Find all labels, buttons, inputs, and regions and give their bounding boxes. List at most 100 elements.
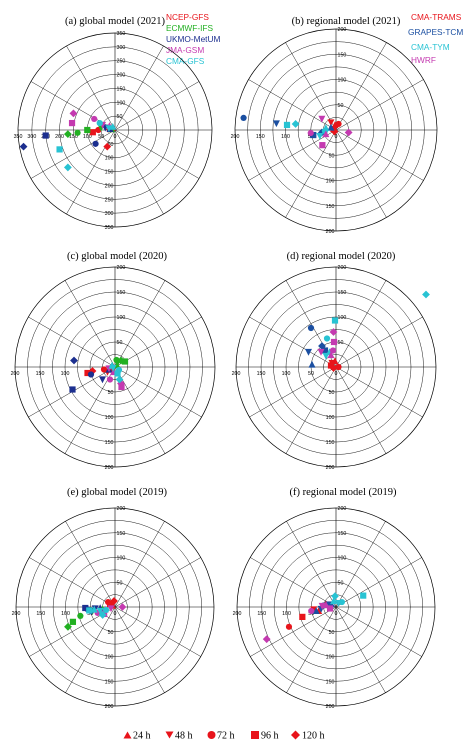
- y-tick-label-down: 300: [105, 211, 114, 217]
- panel-e-title: (e) global model (2019): [67, 487, 168, 498]
- data-point-grapes-tcm-24h: [327, 123, 335, 131]
- data-point-jma-gsm-120h: [117, 379, 125, 388]
- x-tick-label: 150: [256, 134, 265, 140]
- data-point-grapes-tcm-72h: [240, 114, 247, 121]
- legend-triangle-marker: [123, 731, 132, 739]
- y-tick-label-down: 50: [329, 630, 335, 636]
- data-point-grapes-tcm-96h: [325, 601, 332, 608]
- x-tick-label: 200: [55, 134, 64, 140]
- legend-item-cma-gfs: CMA-GFS: [166, 56, 205, 66]
- y-tick-label-up: 50: [117, 340, 123, 346]
- panel-d-title: (d) regional model (2020): [287, 251, 396, 262]
- y-tick-label-down: 100: [326, 179, 335, 185]
- x-tick-label: 100: [282, 611, 291, 617]
- x-tick-label: 150: [36, 371, 45, 377]
- data-point-cma-trams-72h: [335, 363, 342, 371]
- legend-regional: CMA-TRAMS GRAPES-TCM CMA-TYM HWRF: [408, 12, 463, 65]
- x-tick-label: 50: [308, 371, 314, 377]
- data-point-ukmo-metum-72h: [92, 140, 99, 147]
- y-tick-label-up: 150: [338, 290, 347, 296]
- y-tick-label-up: 200: [117, 265, 126, 271]
- data-point-hwrf-48h: [317, 348, 325, 356]
- data-point-hwrf-120h: [344, 128, 353, 137]
- y-tick-label-down: 150: [105, 170, 114, 176]
- data-point-cma-gfs-48h: [109, 364, 117, 372]
- y-tick-label-down: 100: [326, 655, 335, 661]
- data-point-ukmo-metum-96h: [69, 386, 76, 393]
- data-point-cma-gfs-120h: [115, 375, 124, 384]
- data-point-ukmo-metum-96h: [42, 132, 49, 139]
- data-point-cma-gfs-120h: [98, 611, 107, 619]
- data-point-ecmwf-ifs-96h: [69, 618, 77, 625]
- y-tick-label-down: 150: [105, 440, 114, 446]
- x-tick-label: 100: [83, 134, 92, 140]
- legend-global: NCEP-GFS ECMWF-IFS UKMO-MetUM JMA-GSM CM…: [166, 12, 220, 66]
- data-point-cma-trams-72h: [335, 120, 342, 128]
- data-point-hwrf-72h: [329, 347, 337, 354]
- y-tick-label-up: 100: [338, 315, 347, 321]
- y-tick-label-up: 100: [117, 315, 126, 321]
- y-tick-label-up: 100: [117, 100, 126, 106]
- data-point-jma-gsm-120h: [118, 603, 127, 611]
- legend-item-cma-trams: CMA-TRAMS: [411, 12, 462, 22]
- y-tick-label-down: 50: [329, 390, 335, 396]
- legend-label-120h: 120 h: [302, 731, 325, 742]
- data-point-cma-gfs-72h: [102, 606, 110, 614]
- data-point-cma-tym-72h: [323, 335, 331, 342]
- data-point-cma-trams-120h: [329, 364, 338, 372]
- x-tick-label: 150: [257, 371, 266, 377]
- panel-f-title: (f) regional model (2019): [289, 487, 397, 498]
- y-tick-label-down: 150: [326, 204, 335, 210]
- y-tick-label-down: 200: [105, 183, 114, 189]
- data-point-cma-gfs-96h: [114, 370, 121, 377]
- data-point-hwrf-48h: [318, 115, 326, 123]
- panel-d: 200 150 100 50 0 200 150 100 50 50 100 150 200: [232, 265, 437, 471]
- data-point-cma-tym-48h: [322, 352, 330, 360]
- legend-label-96h: 96 h: [261, 731, 279, 742]
- data-point-ecmwf-ifs-72h: [113, 356, 120, 364]
- data-point-cma-tym-96h: [331, 317, 339, 324]
- x-tick-label: 200: [12, 611, 21, 617]
- y-tick-label-up: 50: [117, 580, 123, 586]
- x-tick-label: 50: [87, 611, 93, 617]
- y-tick-label-up: 100: [338, 78, 347, 84]
- data-point-hwrf-96h: [330, 338, 338, 346]
- y-tick-label-up: 250: [117, 59, 126, 65]
- y-tick-label-up: 200: [117, 73, 126, 79]
- x-tick-label: 100: [282, 371, 291, 377]
- x-tick-label: 0: [114, 134, 117, 140]
- data-point-ecmwf-ifs-120h: [64, 622, 72, 631]
- x-tick-label: 200: [233, 611, 242, 617]
- data-point-hwrf-24h: [327, 351, 335, 359]
- data-point-hwrf-96h: [319, 142, 326, 149]
- data-point-cma-gfs-120h: [63, 163, 72, 172]
- data-point-cma-tym-48h: [316, 132, 324, 140]
- x-tick-label: 200: [11, 371, 20, 377]
- data-point-ncep-gfs-120h: [110, 597, 118, 605]
- data-point-cma-trams-96h: [327, 362, 335, 369]
- data-point-ncep-gfs-96h: [84, 369, 91, 377]
- x-tick-label: 0: [335, 611, 338, 617]
- y-tick-label-down: 250: [105, 197, 114, 203]
- legend-label-48h: 48 h: [175, 731, 193, 742]
- data-point-cma-gfs-24h: [90, 605, 98, 613]
- y-tick-label-down: 200: [326, 465, 335, 471]
- lead-time-legend: 24 h 48 h 72 h 96 h 120 h: [123, 730, 325, 742]
- data-point-ukmo-metum-48h: [99, 376, 106, 384]
- data-point-grapes-tcm-48h: [305, 348, 312, 356]
- data-point-hwrf-120h: [262, 635, 271, 644]
- data-point-jma-gsm-72h: [106, 376, 114, 383]
- panel-a-title: (a) global model (2021): [65, 16, 166, 27]
- data-point-cma-tym-96h: [360, 592, 367, 599]
- data-point-cma-tym-24h: [330, 597, 338, 605]
- data-point-jma-gsm-48h: [107, 605, 115, 613]
- data-point-cma-tym-72h: [338, 598, 346, 606]
- data-point-ecmwf-ifs-96h: [84, 126, 91, 134]
- panel-b-title: (b) regional model (2021): [292, 16, 401, 27]
- y-tick-label-down: 100: [105, 415, 114, 421]
- y-tick-label-down: 100: [105, 156, 114, 162]
- data-point-grapes-tcm-24h: [312, 607, 320, 615]
